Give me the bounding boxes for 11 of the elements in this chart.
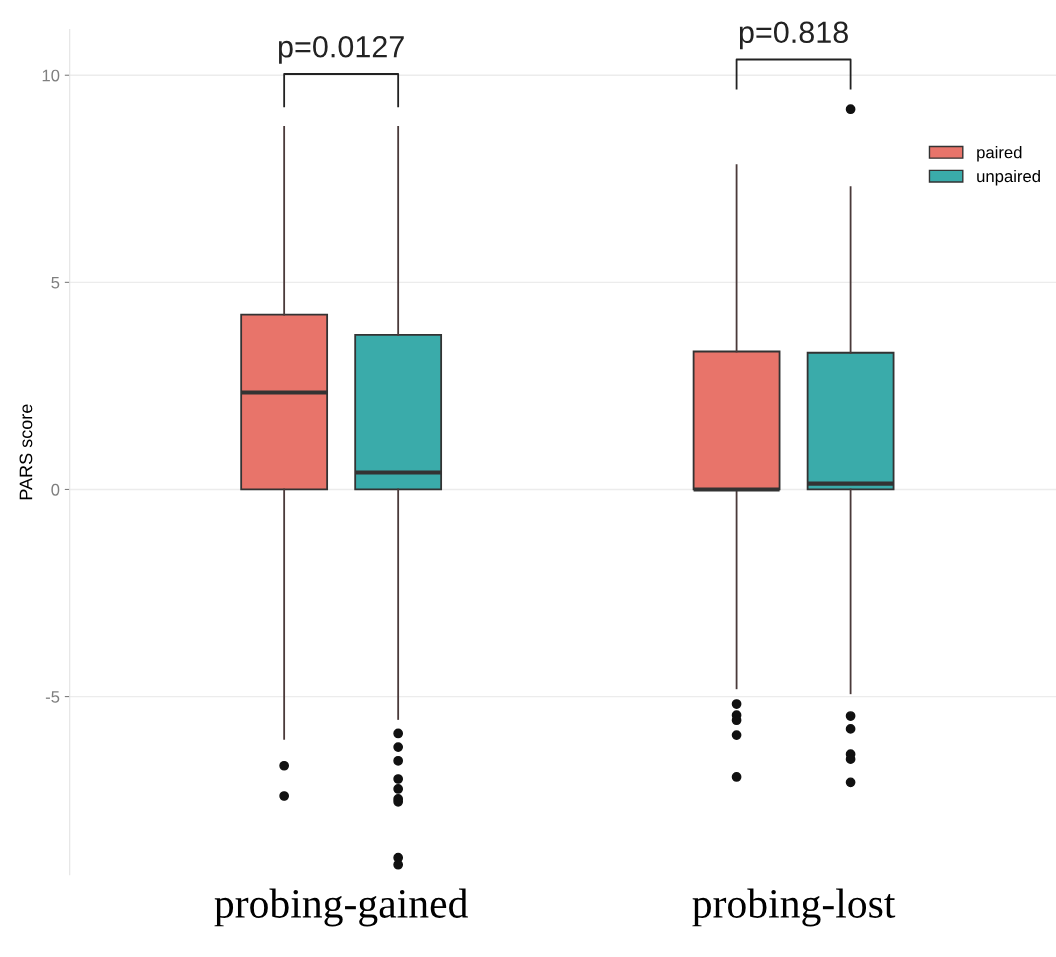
legend-label: unpaired [977,169,1040,186]
y-axis-title: PARS score [19,404,33,500]
y-tick-label: -5 [45,691,60,703]
legend-label: paired [977,146,1022,162]
annotation: p=0.0127 [278,35,404,64]
annotation: p=0.818 [739,21,848,50]
x-tick-label: probing-lost [692,888,896,927]
x-tick-label: probing-gained [214,888,468,927]
y-tick-label: 0 [51,483,60,496]
y-tick-label: 5 [51,276,60,289]
y-tick-label: 10 [42,69,60,82]
